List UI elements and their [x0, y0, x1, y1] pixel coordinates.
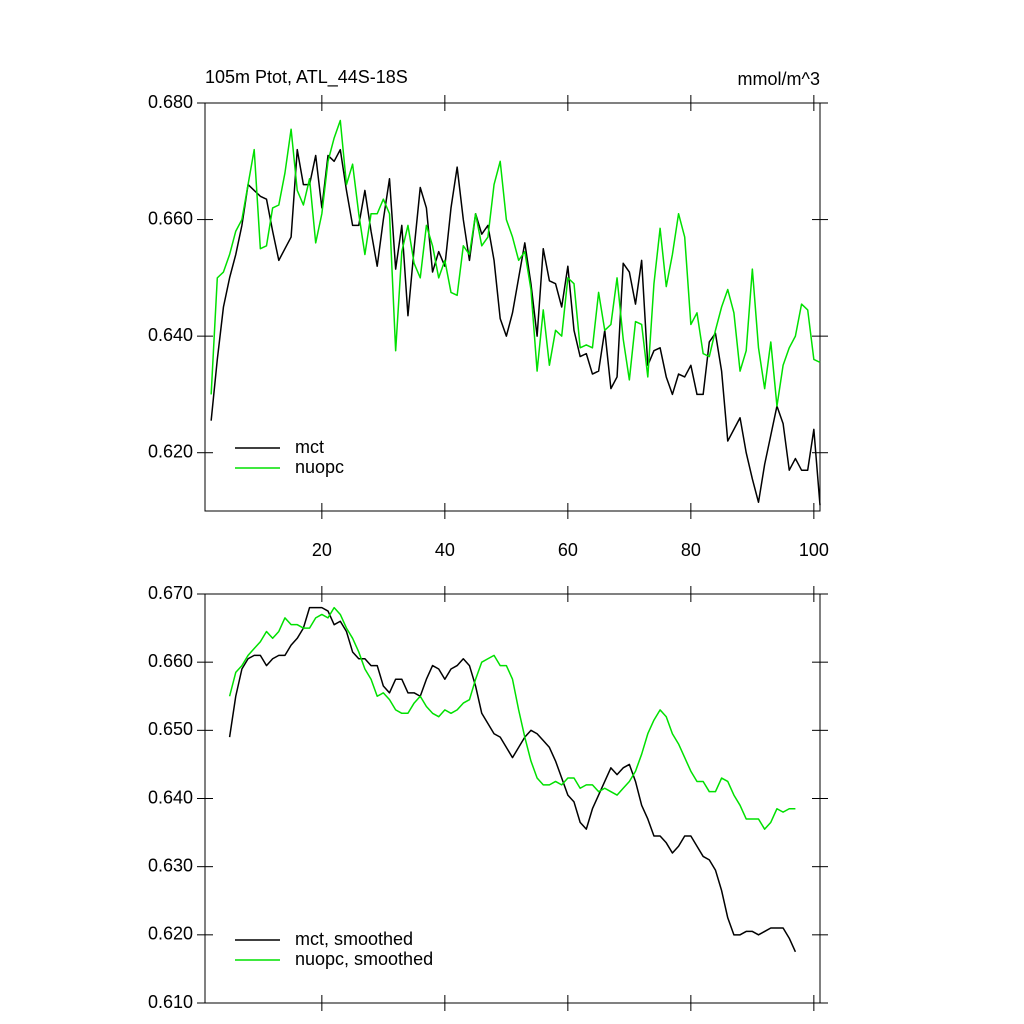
legend-label: mct — [295, 437, 324, 457]
chart-title: 105m Ptot, ATL_44S-18S — [205, 67, 408, 88]
y-tick-label: 0.680 — [148, 92, 193, 112]
units-label: mmol/m^3 — [738, 69, 820, 89]
legend-label: nuopc — [295, 457, 344, 477]
series-line — [210, 148, 821, 506]
y-tick-label: 0.640 — [148, 325, 193, 345]
y-tick-label: 0.670 — [148, 583, 193, 603]
y-tick-label: 0.660 — [148, 208, 193, 228]
series-line — [228, 606, 797, 953]
plot-frame — [204, 102, 821, 512]
y-tick-label: 0.610 — [148, 992, 193, 1012]
y-tick-label: 0.630 — [148, 855, 193, 875]
legend-label: mct, smoothed — [295, 929, 413, 949]
x-tick-label: 20 — [312, 540, 332, 560]
series-line — [210, 119, 821, 407]
y-tick-label: 0.620 — [148, 924, 193, 944]
x-tick-label: 100 — [799, 540, 829, 560]
x-tick-label: 60 — [558, 540, 578, 560]
x-tick-label: 40 — [435, 540, 455, 560]
legend-label: nuopc, smoothed — [295, 949, 433, 969]
y-tick-label: 0.660 — [148, 651, 193, 671]
y-tick-label: 0.620 — [148, 441, 193, 461]
x-tick-label: 80 — [681, 540, 701, 560]
y-tick-label: 0.650 — [148, 719, 193, 739]
series-line — [228, 606, 796, 830]
y-tick-label: 0.640 — [148, 787, 193, 807]
